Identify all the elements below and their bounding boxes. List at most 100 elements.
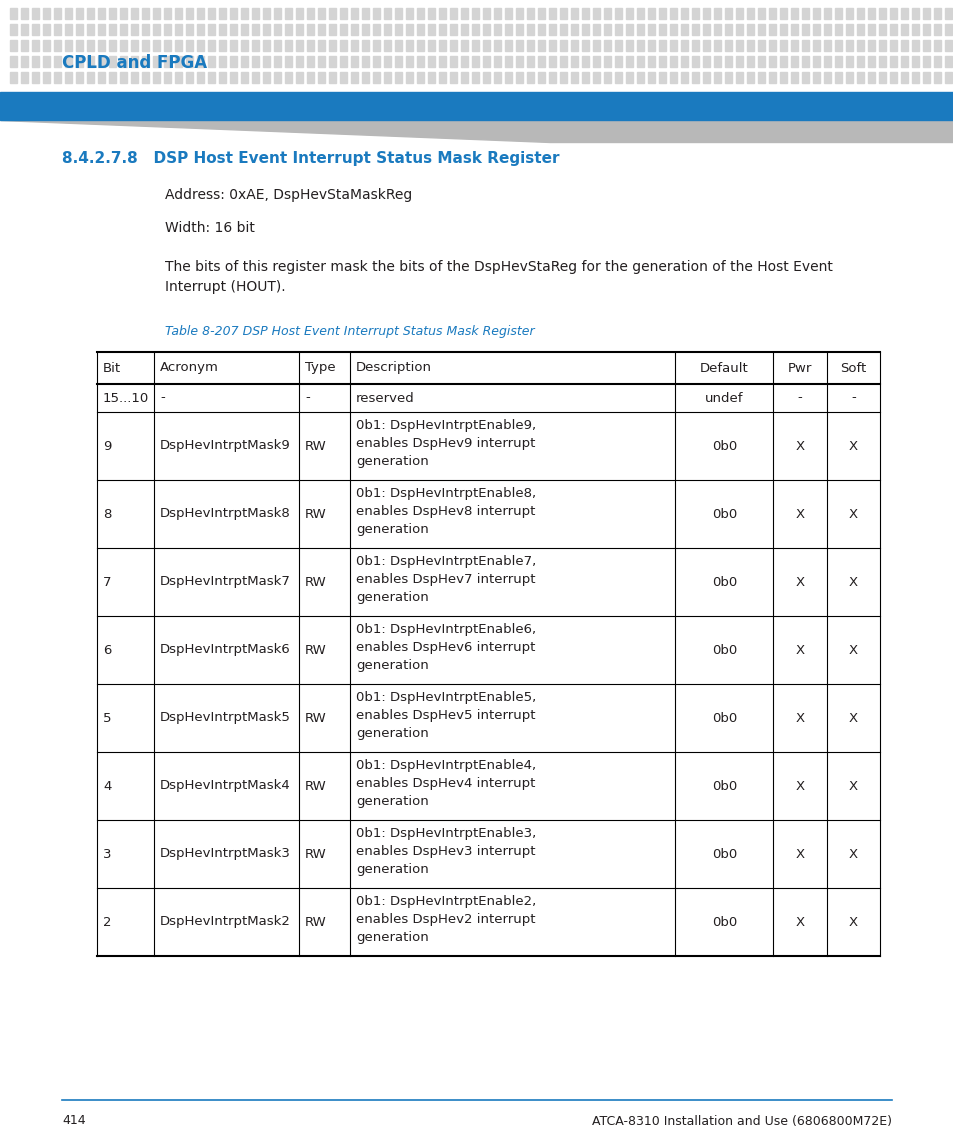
Bar [395, 72, 401, 82]
Text: 15...10: 15...10 [103, 392, 149, 404]
Bar [889, 24, 896, 35]
Bar [504, 40, 512, 52]
Bar [790, 40, 797, 52]
Bar [900, 24, 907, 35]
Bar [637, 72, 643, 82]
Bar [339, 56, 347, 68]
Bar [724, 24, 731, 35]
Bar [21, 72, 28, 82]
Bar [637, 24, 643, 35]
Bar [801, 8, 808, 19]
Bar [219, 8, 226, 19]
Bar [295, 8, 303, 19]
Bar [923, 24, 929, 35]
Bar [548, 8, 556, 19]
Text: X: X [848, 711, 857, 725]
Bar [691, 56, 699, 68]
Bar [867, 8, 874, 19]
Bar [174, 8, 182, 19]
Text: Soft: Soft [840, 362, 865, 374]
Bar [32, 72, 39, 82]
Text: 0b0: 0b0 [711, 916, 737, 929]
Text: -: - [797, 392, 801, 404]
Bar [581, 8, 588, 19]
Bar [131, 56, 138, 68]
Bar [109, 24, 116, 35]
Text: 0b1: DspHevIntrptEnable9,
enables DspHev9 interrupt
generation: 0b1: DspHevIntrptEnable9, enables DspHev… [355, 419, 536, 468]
Bar [768, 24, 775, 35]
Bar [559, 8, 566, 19]
Bar [317, 24, 325, 35]
Bar [428, 24, 435, 35]
Bar [659, 8, 665, 19]
Bar [460, 72, 468, 82]
Bar [76, 24, 83, 35]
Bar [911, 24, 918, 35]
Bar [680, 40, 687, 52]
Text: X: X [795, 780, 803, 792]
Bar [230, 8, 236, 19]
Bar [669, 56, 677, 68]
Text: X: X [795, 643, 803, 656]
Bar [548, 72, 556, 82]
Bar [944, 72, 951, 82]
Bar [900, 40, 907, 52]
Bar [329, 40, 335, 52]
Bar [87, 40, 94, 52]
Bar [317, 56, 325, 68]
Bar [615, 72, 621, 82]
Bar [944, 56, 951, 68]
Bar [615, 56, 621, 68]
Bar [373, 40, 379, 52]
Bar [208, 56, 214, 68]
Bar [923, 72, 929, 82]
Bar [252, 56, 258, 68]
Bar [856, 72, 863, 82]
Bar [406, 72, 413, 82]
Bar [295, 40, 303, 52]
Bar [21, 24, 28, 35]
Bar [10, 56, 17, 68]
Bar [758, 72, 764, 82]
Bar [351, 56, 357, 68]
Bar [428, 40, 435, 52]
Bar [131, 72, 138, 82]
Bar [659, 40, 665, 52]
Bar [339, 72, 347, 82]
Bar [317, 8, 325, 19]
Bar [713, 40, 720, 52]
Bar [724, 40, 731, 52]
Bar [339, 40, 347, 52]
Bar [933, 40, 940, 52]
Bar [263, 72, 270, 82]
Bar [856, 8, 863, 19]
Bar [603, 24, 610, 35]
Bar [691, 40, 699, 52]
Bar [933, 8, 940, 19]
Bar [395, 24, 401, 35]
Bar [691, 24, 699, 35]
Text: Pwr: Pwr [787, 362, 811, 374]
Text: 3: 3 [103, 847, 112, 861]
Bar [944, 8, 951, 19]
Bar [637, 40, 643, 52]
Bar [295, 56, 303, 68]
Text: 6: 6 [103, 643, 112, 656]
Bar [889, 8, 896, 19]
Bar [603, 56, 610, 68]
Bar [186, 72, 193, 82]
Text: X: X [848, 576, 857, 589]
Bar [581, 56, 588, 68]
Bar [98, 56, 105, 68]
Bar [241, 40, 248, 52]
Text: 2: 2 [103, 916, 112, 929]
Bar [647, 56, 655, 68]
Bar [208, 40, 214, 52]
Bar [559, 72, 566, 82]
Bar [834, 24, 841, 35]
Bar [780, 24, 786, 35]
Text: 0b1: DspHevIntrptEnable4,
enables DspHev4 interrupt
generation: 0b1: DspHevIntrptEnable4, enables DspHev… [355, 759, 536, 808]
Bar [746, 24, 753, 35]
Bar [174, 56, 182, 68]
Bar [274, 56, 281, 68]
